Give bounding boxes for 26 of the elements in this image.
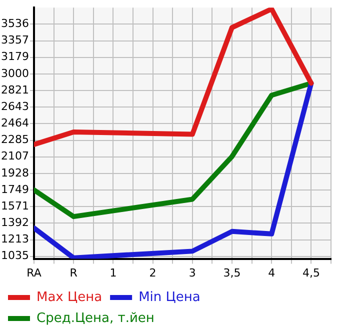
y-tick-label: 3179: [0, 50, 29, 64]
y-tick-label: 1928: [0, 166, 29, 180]
x-tick-label: RA: [26, 266, 42, 280]
y-tick-label: 3000: [0, 66, 29, 80]
y-tick-label: 1035: [0, 249, 29, 262]
y-tick-label: 2464: [0, 116, 29, 130]
y-tick-label: 1749: [0, 182, 29, 196]
y-tick-label: 3536: [0, 17, 29, 30]
x-tick-label: R: [70, 266, 78, 280]
legend-label: Сред.Цена, т.йен: [36, 310, 154, 326]
y-tick-label: 1571: [0, 199, 29, 212]
x-tick-label: 4,5: [302, 266, 320, 280]
x-tick-label: 1: [110, 266, 117, 280]
y-tick-label: 1392: [0, 216, 29, 230]
y-tick-label: 2285: [0, 133, 29, 146]
legend-label: Min Цена: [138, 290, 200, 305]
x-tick-label: 3,5: [223, 266, 241, 280]
y-tick-label: 2821: [0, 83, 29, 96]
x-tick-label: 4: [268, 266, 276, 280]
y-tick-label: 1213: [0, 232, 29, 246]
y-tick-label: 2107: [0, 150, 29, 163]
y-tick-label: 3357: [0, 34, 29, 47]
y-tick-label: 2643: [0, 100, 29, 113]
legend-label: Max Цена: [36, 290, 102, 305]
x-tick-label: 3: [188, 266, 196, 280]
x-tick-label: 2: [149, 266, 156, 280]
